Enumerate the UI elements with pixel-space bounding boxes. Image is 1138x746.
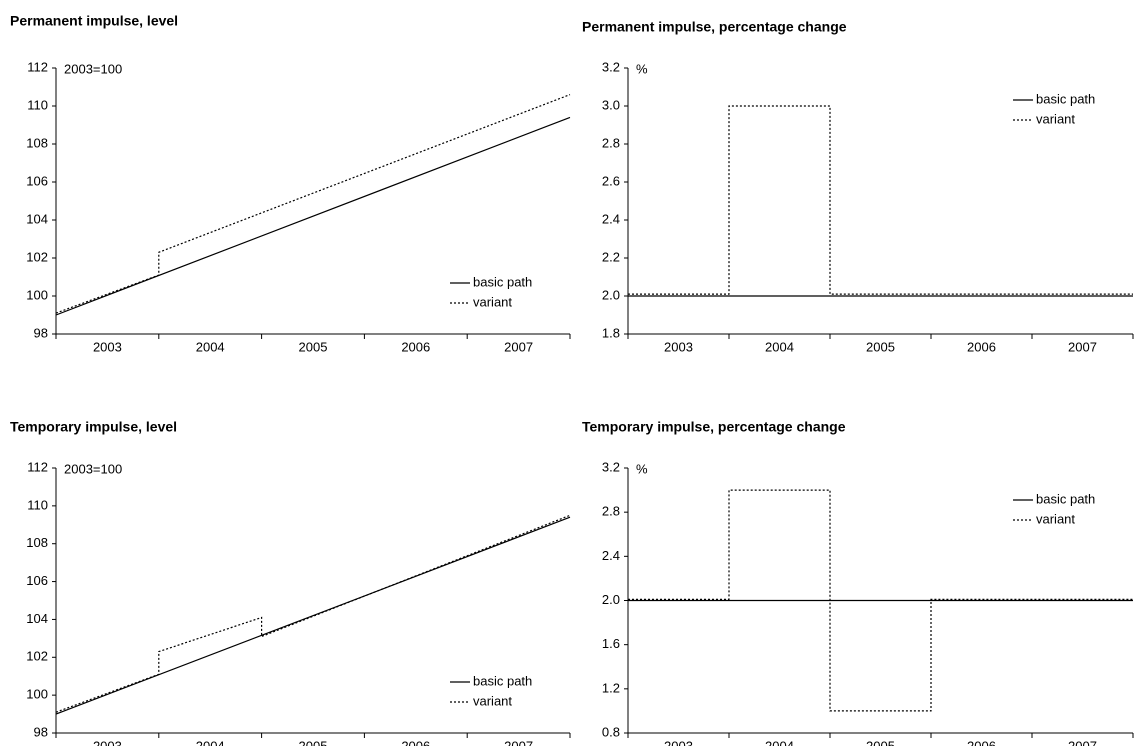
- x-tick-label: 2006: [401, 339, 430, 354]
- unit-label: %: [636, 61, 648, 76]
- chart-title: Temporary impulse, percentage change: [582, 419, 846, 435]
- x-tick-label: 2003: [93, 339, 122, 354]
- y-tick-label: 100: [26, 287, 48, 302]
- y-tick-label: 110: [27, 497, 48, 512]
- x-tick-label: 2005: [299, 738, 328, 746]
- series-line: [55, 516, 571, 715]
- legend-label: basic path: [473, 673, 532, 688]
- series-line: [628, 489, 1133, 712]
- unit-label: 2003=100: [64, 461, 122, 476]
- y-tick-label: 106: [26, 573, 48, 588]
- legend-label: basic path: [1036, 491, 1095, 506]
- y-tick-label: 1.8: [602, 325, 620, 340]
- y-tick-label: 2.4: [602, 548, 620, 563]
- unit-label: 2003=100: [64, 61, 122, 76]
- x-tick-label: 2004: [196, 339, 225, 354]
- x-tick-label: 2004: [765, 738, 794, 746]
- y-tick-label: 102: [26, 649, 48, 664]
- x-tick-label: 2006: [401, 738, 430, 746]
- x-tick-label: 2007: [504, 339, 533, 354]
- y-tick-label: 100: [26, 687, 48, 702]
- y-tick-label: 3.0: [602, 97, 620, 112]
- series-line: [628, 105, 1133, 295]
- legend-label: basic path: [1036, 91, 1095, 106]
- y-tick-label: 98: [34, 724, 48, 739]
- y-tick-label: 108: [26, 535, 48, 550]
- x-tick-label: 2007: [1068, 339, 1097, 354]
- y-tick-label: 104: [26, 211, 48, 226]
- x-tick-label: 2003: [664, 738, 693, 746]
- y-tick-label: 108: [26, 135, 48, 150]
- y-tick-label: 110: [27, 97, 48, 112]
- legend-label: basic path: [473, 274, 532, 289]
- y-tick-label: 2.8: [602, 135, 620, 150]
- y-tick-label: 3.2: [602, 459, 620, 474]
- legend-label: variant: [473, 294, 512, 309]
- x-tick-label: 2003: [93, 738, 122, 746]
- y-tick-label: 0.8: [602, 724, 620, 739]
- x-tick-label: 2004: [765, 339, 794, 354]
- y-tick-label: 112: [27, 59, 48, 74]
- x-tick-label: 2006: [967, 339, 996, 354]
- x-tick-label: 2003: [664, 339, 693, 354]
- x-tick-label: 2005: [299, 339, 328, 354]
- y-tick-label: 102: [26, 249, 48, 264]
- y-tick-label: 1.6: [602, 636, 620, 651]
- unit-label: %: [636, 461, 648, 476]
- series-line: [55, 94, 571, 314]
- y-tick-label: 2.0: [602, 592, 620, 607]
- legend-label: variant: [1036, 511, 1075, 526]
- y-tick-label: 98: [34, 325, 48, 340]
- legend-label: variant: [473, 693, 512, 708]
- x-tick-label: 2005: [866, 339, 895, 354]
- y-tick-label: 3.2: [602, 59, 620, 74]
- y-tick-label: 112: [27, 459, 48, 474]
- x-tick-label: 2007: [504, 738, 533, 746]
- x-tick-label: 2005: [866, 738, 895, 746]
- y-tick-label: 104: [26, 611, 48, 626]
- chart-title: Permanent impulse, percentage change: [582, 19, 847, 35]
- chart-title: Temporary impulse, level: [10, 419, 177, 435]
- series-line: [55, 116, 571, 316]
- y-tick-label: 2.2: [602, 249, 620, 264]
- y-tick-label: 2.6: [602, 173, 620, 188]
- y-tick-label: 106: [26, 173, 48, 188]
- x-tick-label: 2006: [967, 738, 996, 746]
- y-tick-label: 2.4: [602, 211, 620, 226]
- y-tick-label: 2.8: [602, 504, 620, 519]
- legend-label: variant: [1036, 111, 1075, 126]
- y-tick-label: 2.0: [602, 287, 620, 302]
- chart-title: Permanent impulse, level: [10, 13, 178, 29]
- y-tick-label: 1.2: [602, 680, 620, 695]
- x-tick-label: 2004: [196, 738, 225, 746]
- x-tick-label: 2007: [1068, 738, 1097, 746]
